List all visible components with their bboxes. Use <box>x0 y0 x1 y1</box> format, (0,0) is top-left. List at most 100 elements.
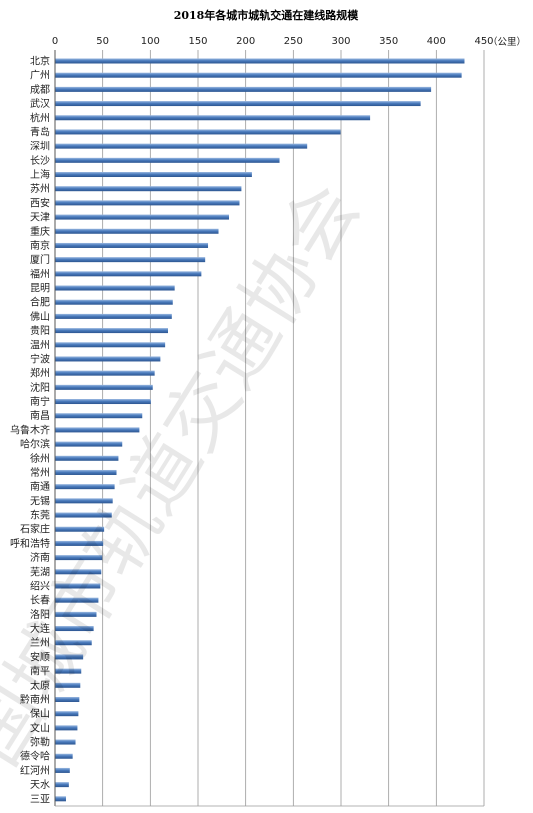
category-label: 合肥 <box>30 296 50 309</box>
category-label: 太原 <box>30 679 50 692</box>
bar <box>55 611 97 617</box>
bar <box>55 214 230 220</box>
category-label: 长春 <box>30 595 50 607</box>
category-label: 文山 <box>30 721 50 734</box>
category-label: 济南 <box>30 551 50 564</box>
bar <box>55 569 102 575</box>
bar <box>55 242 209 248</box>
bar <box>55 512 112 518</box>
category-label: 福州 <box>30 267 50 280</box>
bar <box>55 753 73 759</box>
category-label: 徐州 <box>30 452 50 465</box>
x-tick-label: 250 <box>284 36 303 47</box>
category-label: 南平 <box>30 665 50 678</box>
bar <box>55 157 280 163</box>
bar <box>55 767 70 773</box>
bar <box>55 711 79 717</box>
category-label: 芜湖 <box>30 565 50 578</box>
category-label: 成都 <box>30 84 50 96</box>
bar <box>55 668 82 674</box>
x-tick-label: 200 <box>236 36 255 47</box>
category-label: 弥勒 <box>30 736 50 749</box>
bar <box>55 172 252 178</box>
x-tick-label: 150 <box>188 36 207 47</box>
category-label: 武汉 <box>30 97 50 110</box>
bar <box>55 441 123 447</box>
category-labels: 北京广州成都武汉杭州青岛深圳长沙上海苏州西安天津重庆南京厦门福州昆明合肥佛山贵阳… <box>10 55 50 806</box>
x-tick-label: 100 <box>141 36 160 47</box>
x-tick-label: 350 <box>379 36 398 47</box>
bar <box>55 101 421 107</box>
category-label: 苏州 <box>30 182 50 195</box>
category-label: 黔南州 <box>20 693 50 706</box>
bar <box>55 526 105 532</box>
x-tick-label: 300 <box>331 36 350 47</box>
category-label: 无锡 <box>30 494 50 507</box>
bar <box>55 555 103 561</box>
bar <box>55 498 113 504</box>
category-label: 温州 <box>30 339 50 351</box>
x-axis-ticks: 0 50 100 150 200 250 300 350 400 450 <box>52 36 494 47</box>
bars <box>55 58 465 802</box>
bar <box>55 313 172 319</box>
category-label: 佛山 <box>30 310 50 323</box>
bar <box>55 484 115 490</box>
category-label: 南昌 <box>30 409 50 422</box>
x-tick-label: 450 <box>474 36 493 47</box>
category-label: 保山 <box>30 707 50 720</box>
category-label: 南京 <box>30 239 50 252</box>
bar <box>55 455 119 461</box>
bar <box>55 200 240 206</box>
bar <box>55 399 151 405</box>
category-label: 贵阳 <box>30 324 50 337</box>
category-label: 德令哈 <box>20 750 50 763</box>
category-label: 沈阳 <box>30 381 50 394</box>
bar <box>55 228 219 234</box>
category-label: 呼和浩特 <box>10 538 50 550</box>
bar <box>55 86 432 92</box>
category-label: 哈尔滨 <box>20 438 50 451</box>
category-label: 天津 <box>30 212 50 224</box>
bar <box>55 328 168 334</box>
bar <box>55 540 104 546</box>
bar <box>55 72 462 78</box>
bar <box>55 58 465 64</box>
bar <box>55 796 66 802</box>
bar <box>55 682 81 688</box>
category-label: 洛阳 <box>30 608 50 621</box>
category-label: 昆明 <box>30 283 50 295</box>
category-label: 南通 <box>30 480 50 493</box>
x-tick-label: 50 <box>96 36 109 47</box>
category-label: 红河州 <box>20 764 50 777</box>
category-label: 广州 <box>30 70 50 82</box>
bar <box>55 583 101 589</box>
category-label: 乌鲁木齐 <box>10 423 50 436</box>
category-label: 南宁 <box>30 395 50 408</box>
category-label: 深圳 <box>30 141 50 153</box>
bar <box>55 469 117 475</box>
bar <box>55 299 173 305</box>
chart-title: 2018年各城市城轨交通在建线路规模 <box>174 8 360 22</box>
category-label: 厦门 <box>30 253 50 266</box>
category-label: 天水 <box>30 779 50 791</box>
bar <box>55 640 92 646</box>
category-label: 重庆 <box>30 225 50 238</box>
bar <box>55 725 78 731</box>
bar <box>55 143 308 149</box>
bar <box>55 384 153 390</box>
category-label: 常州 <box>30 466 50 479</box>
bar <box>55 413 143 419</box>
category-label: 西安 <box>30 196 50 209</box>
category-label: 三亚 <box>30 794 50 805</box>
bar <box>55 271 202 277</box>
bar <box>55 186 242 192</box>
bar <box>55 356 161 362</box>
bar <box>55 654 84 660</box>
category-label: 青岛 <box>30 125 50 138</box>
category-label: 安顺 <box>30 650 50 663</box>
bar <box>55 597 99 603</box>
bar <box>55 285 175 291</box>
category-label: 上海 <box>30 168 50 181</box>
category-label: 长沙 <box>30 155 50 167</box>
